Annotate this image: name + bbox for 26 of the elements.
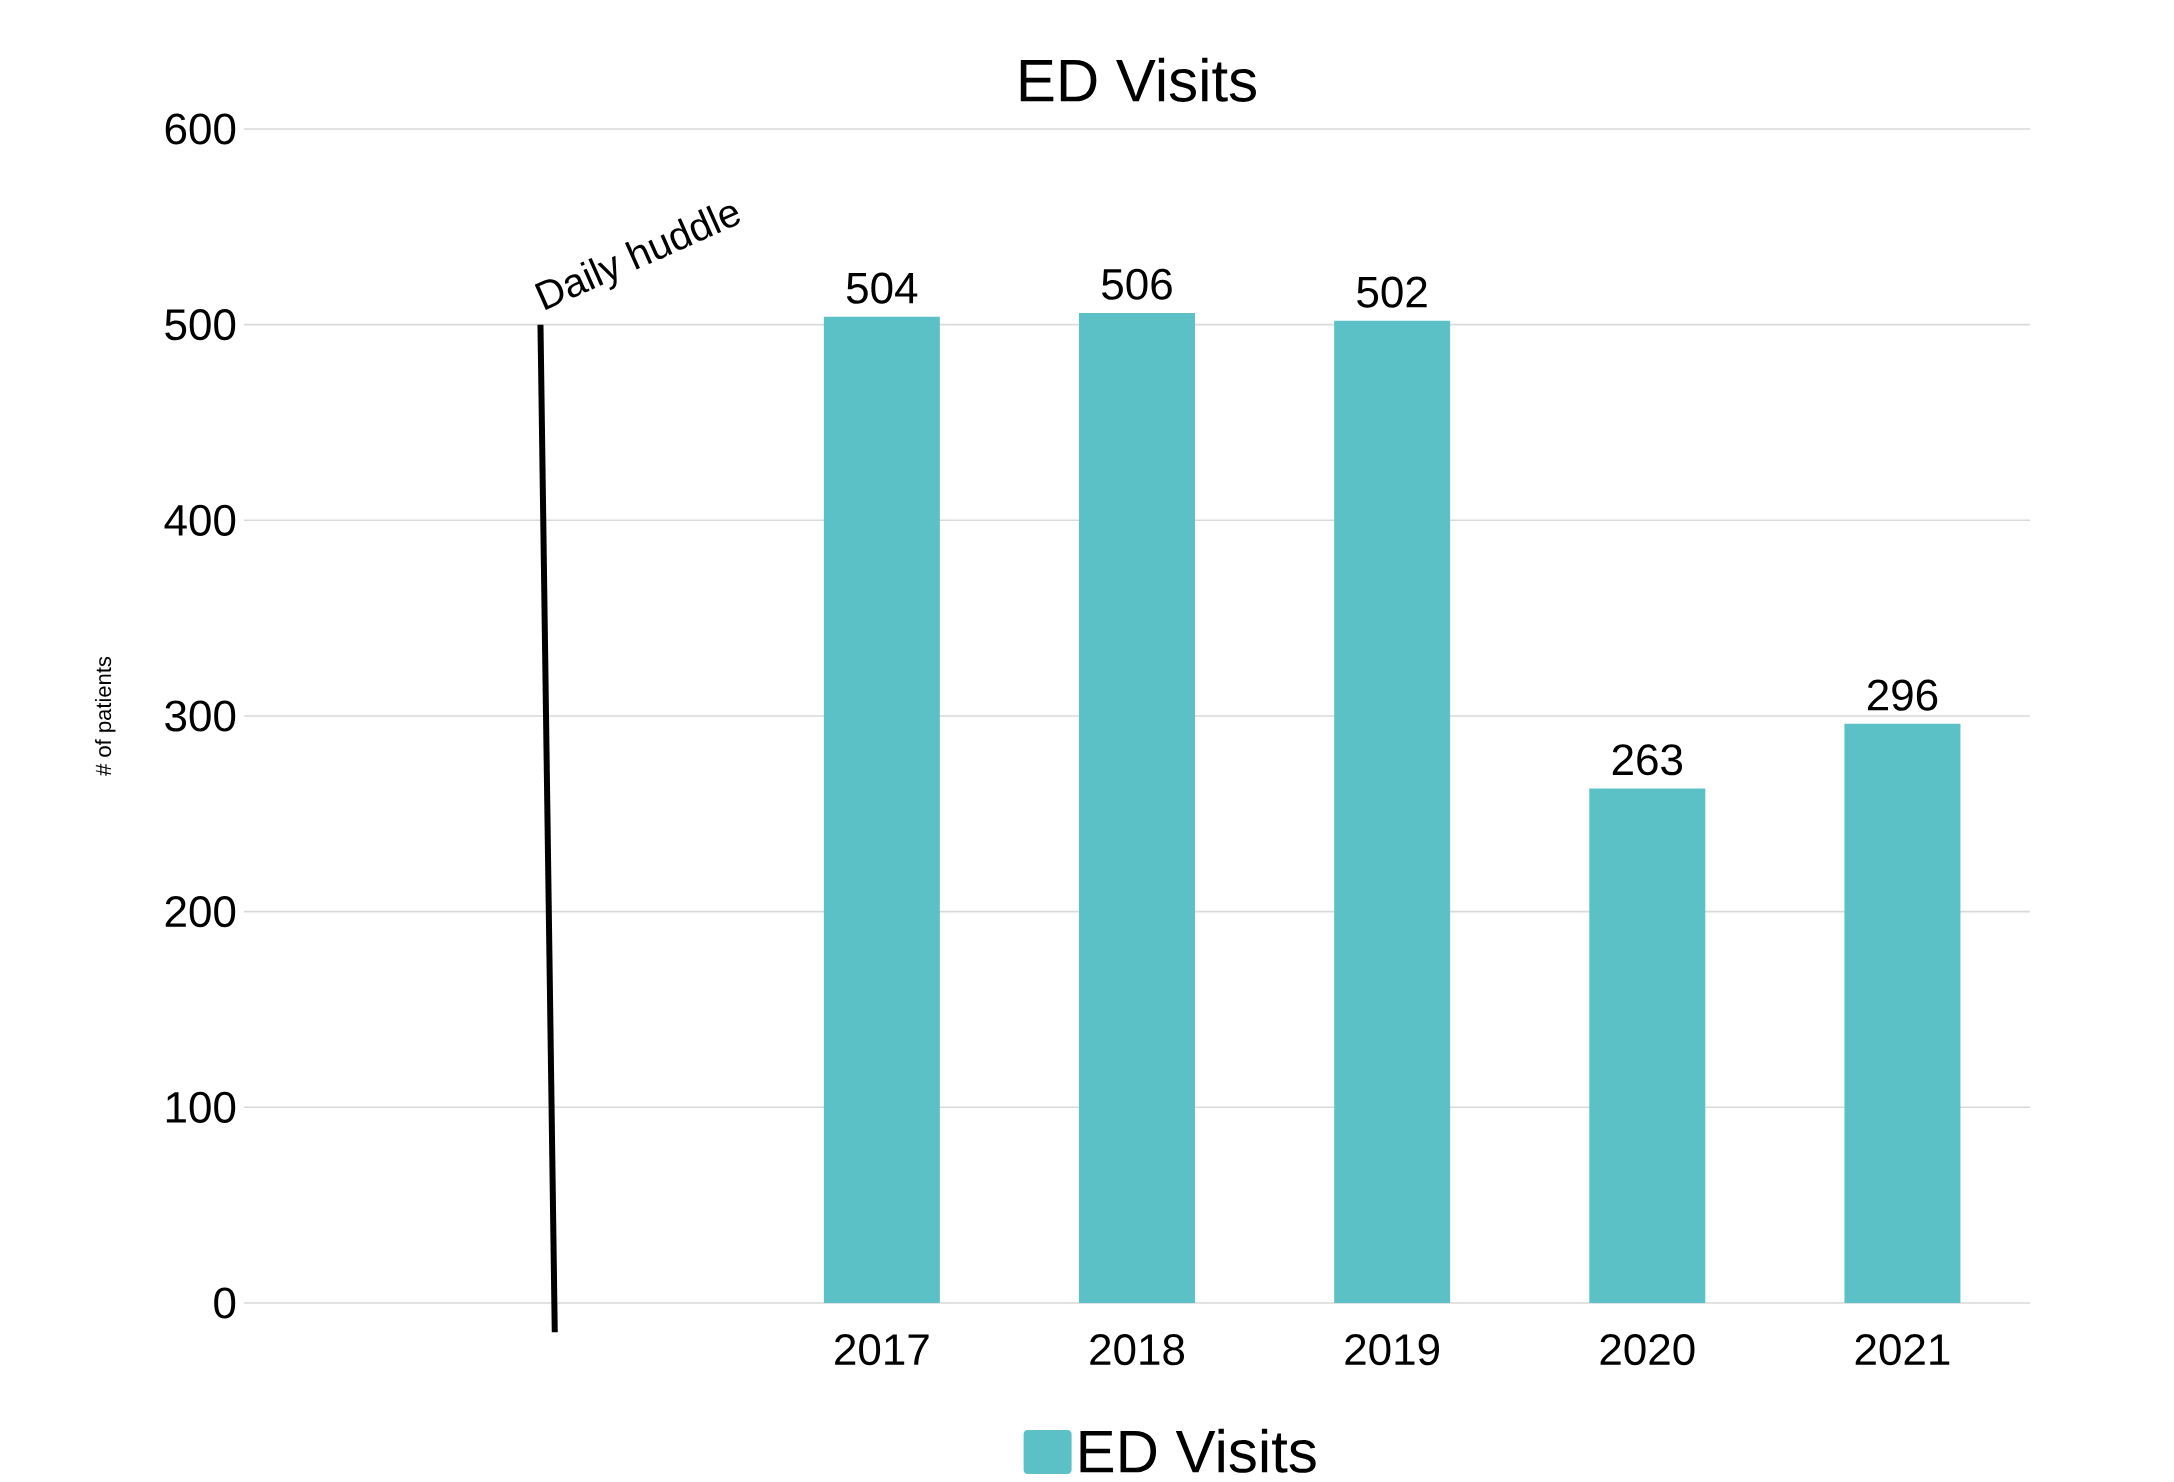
- x-tick-label: 2018: [1090, 1334, 1185, 1366]
- y-tick-label: 0: [214, 1287, 236, 1319]
- y-tick-label: 600: [165, 113, 236, 145]
- y-axis-title: # of patients: [95, 656, 116, 776]
- bar: [1589, 788, 1706, 1303]
- x-tick-label: 2021: [1855, 1334, 1950, 1366]
- y-tick-label: 200: [165, 896, 236, 928]
- chart-title: ED Visits: [1020, 57, 1256, 102]
- bar: [1844, 723, 1961, 1303]
- data-label: 504: [846, 272, 918, 304]
- legend-label: ED Visits: [1080, 1428, 1316, 1473]
- annotation: Daily huddle: [534, 205, 740, 310]
- y-tick-label: 400: [164, 504, 236, 536]
- bar: [823, 316, 940, 1303]
- y-tick-label: 100: [166, 1091, 236, 1123]
- x-tick-label: 2020: [1600, 1334, 1695, 1366]
- data-label: 502: [1357, 276, 1427, 308]
- y-tick-label: 500: [165, 309, 236, 341]
- x-tick-label: 2017: [835, 1334, 929, 1366]
- x-tick-label: 2019: [1345, 1334, 1439, 1366]
- data-label: 506: [1102, 268, 1172, 300]
- bar: [1079, 312, 1196, 1303]
- y-tick-label: 300: [165, 700, 236, 732]
- data-label: 296: [1867, 679, 1938, 711]
- bar: [1334, 320, 1451, 1303]
- data-label: 263: [1612, 744, 1683, 776]
